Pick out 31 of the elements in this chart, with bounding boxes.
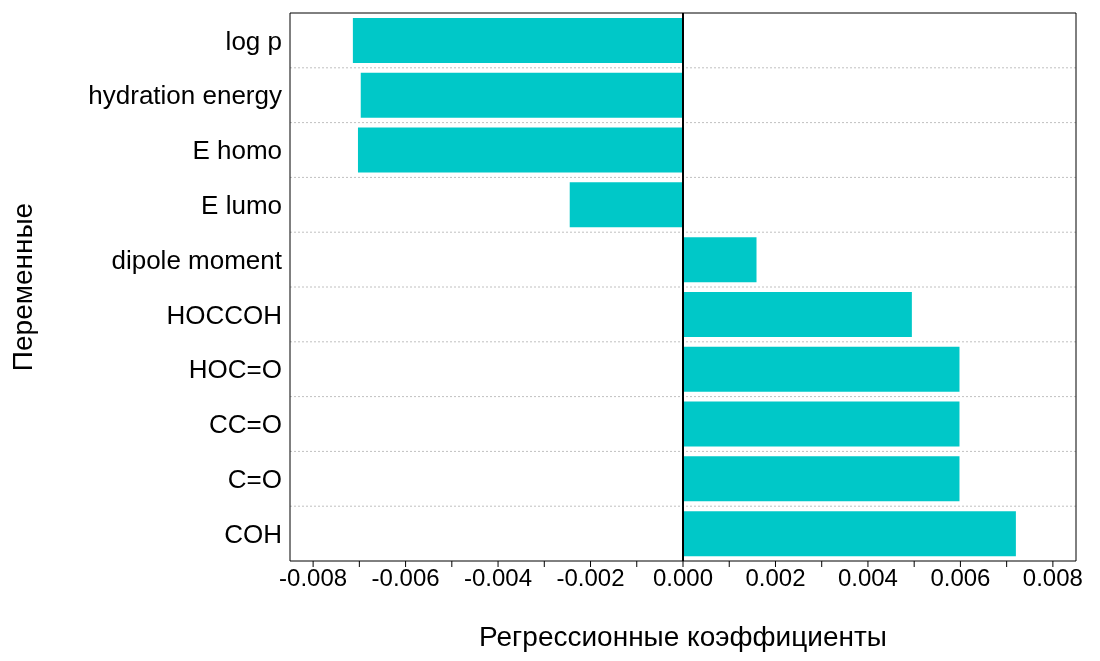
y-tick-label: COH	[224, 518, 282, 549]
bar	[683, 511, 1016, 557]
x-axis-title: Регрессионные коэффициенты	[479, 621, 887, 652]
x-tick-label: -0.008	[279, 564, 348, 592]
x-tick-label: -0.002	[556, 564, 625, 592]
y-tick-label: log p	[225, 25, 282, 56]
y-tick-label: dipole moment	[111, 244, 283, 275]
x-tick-label: 0.008	[1022, 564, 1083, 592]
bar	[360, 72, 683, 118]
y-tick-label: C=O	[227, 464, 282, 495]
y-tick-label: HOCCOH	[166, 299, 282, 330]
bar	[683, 346, 960, 392]
y-tick-label: CC=O	[209, 409, 282, 440]
bar	[569, 182, 683, 228]
y-tick-label: HOC=O	[188, 354, 282, 385]
bar	[683, 456, 960, 502]
x-tick-label: -0.004	[464, 564, 533, 592]
bar	[683, 237, 757, 283]
y-tick-label: E lumo	[201, 190, 282, 221]
y-tick-label: hydration energy	[88, 80, 282, 111]
x-tick-label: 0.000	[652, 564, 714, 592]
x-tick-label: 0.006	[930, 564, 991, 592]
y-tick-label: E homo	[192, 135, 282, 166]
x-tick-label: 0.004	[837, 564, 898, 592]
x-tick-label: -0.006	[371, 564, 440, 592]
bar	[352, 17, 683, 63]
x-tick-label: 0.002	[745, 564, 806, 592]
y-axis-title: Переменные	[6, 202, 38, 372]
bar	[683, 401, 960, 447]
bar	[357, 127, 683, 173]
bar	[683, 291, 912, 337]
